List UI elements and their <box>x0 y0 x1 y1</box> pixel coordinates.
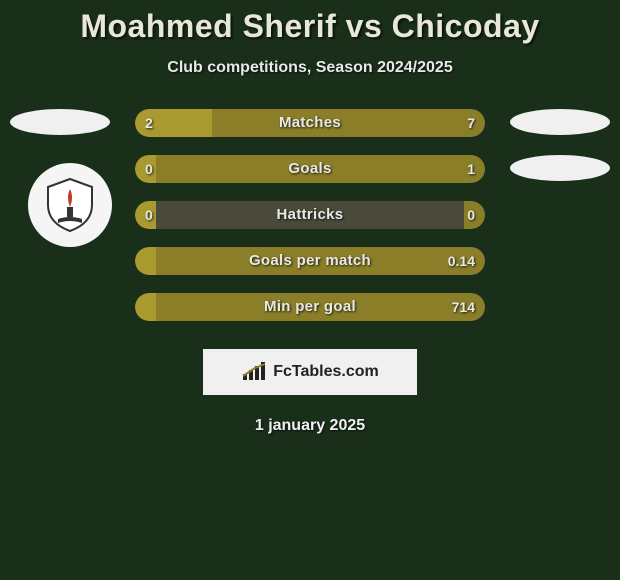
player-right-ellipse-2 <box>510 155 610 181</box>
player-left-ellipse <box>10 109 110 135</box>
stat-rows: 27Matches 01Goals 00Hattricks 0.14Goals per… <box>135 109 485 321</box>
stat-row: 0.14Goals per match <box>135 247 485 275</box>
stat-label: Hattricks <box>135 201 485 229</box>
stat-label: Min per goal <box>135 293 485 321</box>
shield-icon <box>40 175 100 235</box>
stat-label: Goals per match <box>135 247 485 275</box>
page-title: Moahmed Sherif vs Chicoday <box>0 8 620 45</box>
stat-row: 00Hattricks <box>135 201 485 229</box>
stat-label: Goals <box>135 155 485 183</box>
date-label: 1 january 2025 <box>0 417 620 435</box>
stat-label: Matches <box>135 109 485 137</box>
club-badge-left <box>28 163 112 247</box>
stat-row: 714Min per goal <box>135 293 485 321</box>
bar-chart-icon <box>241 362 267 382</box>
brand-box[interactable]: FcTables.com <box>203 349 417 395</box>
subtitle: Club competitions, Season 2024/2025 <box>0 59 620 77</box>
player-right-ellipse-1 <box>510 109 610 135</box>
brand-label: FcTables.com <box>273 363 379 381</box>
stat-row: 27Matches <box>135 109 485 137</box>
stats-area: 27Matches 01Goals 00Hattricks 0.14Goals per… <box>0 109 620 321</box>
stat-row: 01Goals <box>135 155 485 183</box>
